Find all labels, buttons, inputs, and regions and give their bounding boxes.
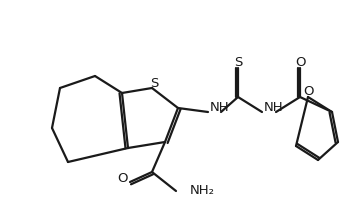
Text: NH: NH: [210, 101, 230, 113]
Text: NH: NH: [264, 101, 284, 113]
Text: O: O: [295, 56, 305, 69]
Text: NH₂: NH₂: [190, 184, 215, 198]
Text: S: S: [234, 56, 242, 69]
Text: S: S: [150, 77, 158, 89]
Text: O: O: [118, 172, 128, 184]
Text: O: O: [304, 85, 314, 97]
